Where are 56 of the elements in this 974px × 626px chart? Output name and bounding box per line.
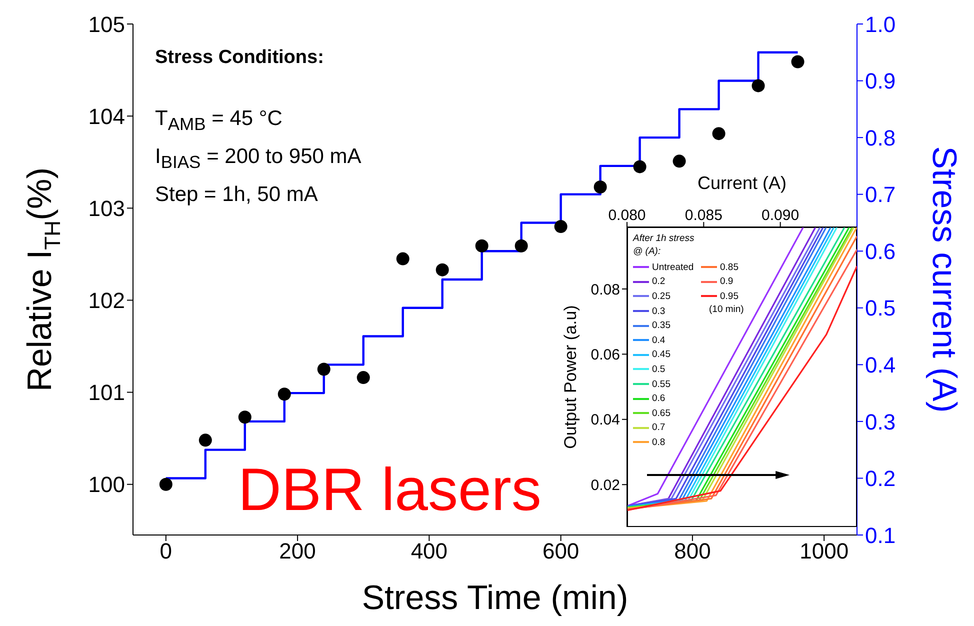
y-tick-label: 104 bbox=[88, 104, 125, 129]
legend-label: 0.8 bbox=[652, 436, 666, 448]
y-tick-label: 0.08 bbox=[590, 281, 620, 298]
y-tick-label: 0.06 bbox=[590, 346, 620, 364]
x-tick-label: 200 bbox=[279, 538, 316, 564]
legend-label: 0.65 bbox=[652, 408, 670, 419]
annotation: Step = 1h, 50 mA bbox=[155, 183, 318, 206]
y-tick-label: 100 bbox=[88, 472, 125, 498]
legend-label: 0.55 bbox=[652, 378, 670, 390]
x-tick-label: 1000 bbox=[800, 538, 849, 564]
x-axis-title: Current (A) bbox=[697, 173, 787, 193]
legend-label: 0.95 bbox=[720, 290, 738, 302]
annotation: (10 min) bbox=[708, 304, 744, 317]
x-axis-title: Stress Time (min) bbox=[362, 579, 628, 617]
y-tick-label: 0.04 bbox=[590, 412, 620, 429]
y2-tick-label: 0.2 bbox=[865, 466, 896, 492]
y2-axis-title: Stress current (A) bbox=[925, 146, 963, 413]
x-tick-label: 800 bbox=[674, 538, 711, 564]
x-tick-label: 0 bbox=[160, 538, 172, 564]
legend-label: 0.3 bbox=[652, 306, 666, 317]
annotation: I$_{BIAS}$ = 200 to 950 mA bbox=[155, 145, 362, 172]
x-tick-label: 0.090 bbox=[762, 207, 800, 224]
annotation: Stress Conditions: bbox=[155, 47, 324, 68]
annotation: DBR lasers bbox=[238, 456, 542, 523]
y-tick-label: 101 bbox=[88, 380, 125, 406]
legend-label: 0.85 bbox=[720, 262, 738, 273]
y2-tick-label: 0.5 bbox=[865, 296, 896, 321]
y-tick-label: 105 bbox=[88, 12, 125, 37]
y2-tick-label: 0.8 bbox=[865, 125, 896, 150]
y-tick-label: 0.02 bbox=[590, 476, 620, 494]
annotation: T$_{AMB}$ = 45 °C bbox=[155, 107, 282, 134]
y-axis-title: Output Power (a.u) bbox=[560, 305, 580, 449]
legend-label: 0.9 bbox=[720, 276, 734, 288]
y-tick-label: 103 bbox=[88, 196, 125, 221]
x-tick-label: 0.080 bbox=[608, 207, 646, 224]
legend-label: 0.5 bbox=[652, 364, 666, 375]
legend-label: 0.2 bbox=[652, 276, 666, 288]
legend-label: 0.25 bbox=[652, 290, 670, 302]
y2-tick-label: 0.4 bbox=[865, 352, 896, 378]
y2-tick-label: 0.3 bbox=[865, 409, 896, 434]
y-tick-label: 102 bbox=[88, 288, 125, 314]
legend-label: 0.45 bbox=[652, 349, 670, 360]
legend-title: After 1h stress @ (A): bbox=[633, 232, 696, 258]
legend-label: 0.6 bbox=[652, 393, 666, 404]
x-tick-label: 0.085 bbox=[684, 207, 722, 224]
x-tick-label: 400 bbox=[410, 538, 448, 564]
y2-tick-label: 1.0 bbox=[865, 12, 896, 37]
legend-label: 0.35 bbox=[652, 320, 670, 332]
x-tick-label: 600 bbox=[542, 538, 580, 564]
legend-label: 0.4 bbox=[652, 334, 666, 346]
y2-tick-label: 0.7 bbox=[865, 182, 896, 208]
legend-label: 0.7 bbox=[652, 422, 666, 434]
legend-label: Untreated bbox=[652, 262, 694, 273]
y2-tick-label: 0.9 bbox=[865, 68, 896, 94]
y2-tick-label: 0.6 bbox=[865, 238, 896, 264]
y2-tick-label: 0.1 bbox=[865, 522, 896, 548]
